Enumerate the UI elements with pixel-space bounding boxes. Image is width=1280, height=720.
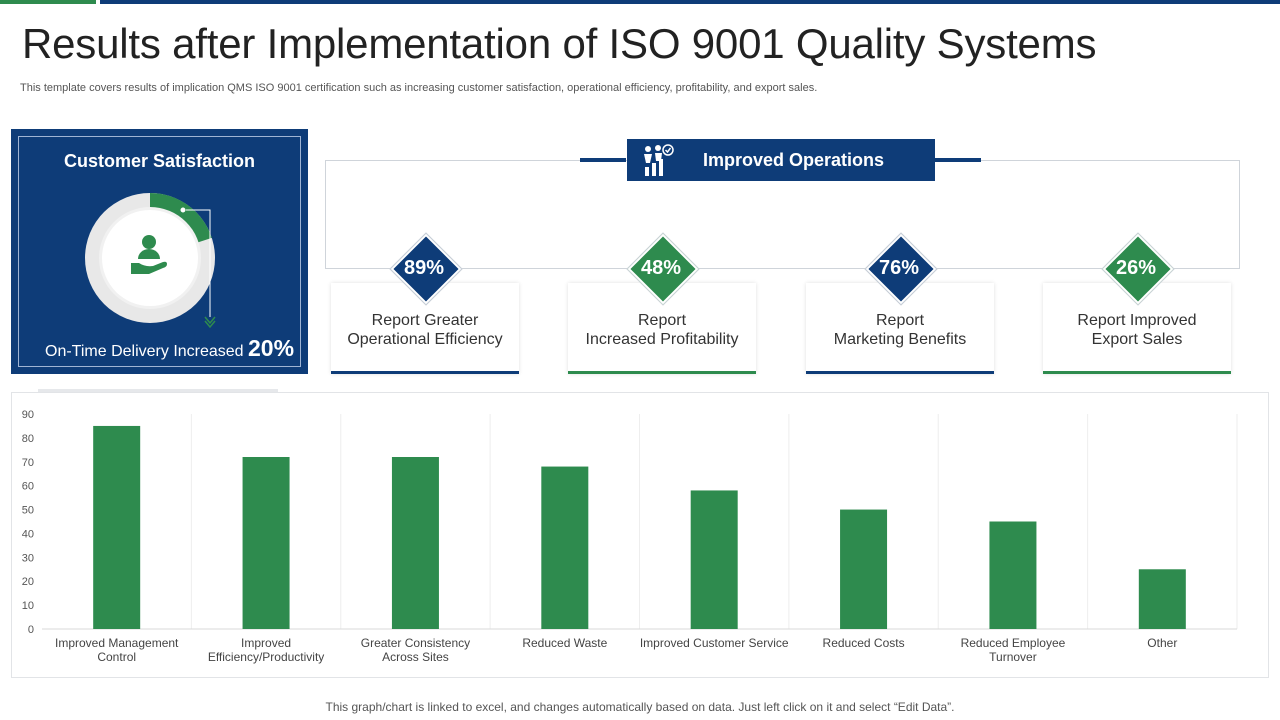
x-tick-label: Reduced Waste <box>522 636 607 650</box>
x-tick-label: Improved Management Control <box>55 636 179 664</box>
operations-title: Improved Operations <box>703 150 885 170</box>
bar <box>541 466 589 629</box>
customer-satisfaction-panel: Customer Satisfaction On-Time Delivery I… <box>11 129 308 374</box>
chart-frame: 0 10 20 30 40 50 60 70 80 90 Improved Management Co… <box>11 392 1269 678</box>
bar <box>989 521 1037 629</box>
people-chart-icon <box>644 144 674 176</box>
card-underline <box>568 371 756 374</box>
card-underline <box>806 371 994 374</box>
chart-tab <box>38 389 278 394</box>
bar <box>690 490 738 629</box>
operations-rule-right <box>935 158 981 162</box>
card-label: Report Improved Export Sales <box>1077 312 1197 348</box>
card-value: 48% <box>640 257 682 279</box>
bar-chart[interactable]: 0 10 20 30 40 50 60 70 80 90 Improved Management Co… <box>12 393 1268 677</box>
bar <box>391 457 439 629</box>
customer-satisfaction-inner: Customer Satisfaction On-Time Delivery I… <box>18 136 301 367</box>
x-tick-label: Reduced Costs <box>823 636 905 650</box>
chevron-down-icon <box>204 320 216 329</box>
x-tick-label: Reduced Employee Turnover <box>961 636 1066 664</box>
delivery-metric-value: 20% <box>248 335 295 361</box>
y-tick-label: 80 <box>22 433 34 445</box>
operations-rule-left <box>580 158 626 162</box>
accent-bar-blue <box>100 0 1280 4</box>
bar <box>93 425 141 629</box>
x-tick-label: Improved Efficiency/Productivity <box>208 636 325 664</box>
x-tick-label: Other <box>1147 636 1177 650</box>
card-value: 76% <box>878 257 920 279</box>
card-underline <box>1043 371 1231 374</box>
y-tick-label: 30 <box>22 552 34 564</box>
x-tick-label: Greater Consistency Across Sites <box>361 636 470 664</box>
customer-satisfaction-title: Customer Satisfaction <box>63 151 256 171</box>
y-tick-label: 50 <box>22 505 34 517</box>
x-tick-label: Improved Customer Service <box>640 636 789 650</box>
card-label: Report Marketing Benefits <box>833 312 967 348</box>
card-value: 89% <box>403 257 445 279</box>
y-tick-label: 10 <box>22 600 34 612</box>
page-subtitle: This template covers results of implicat… <box>20 82 818 94</box>
y-tick-label: 0 <box>28 624 34 636</box>
y-tick-label: 70 <box>22 457 34 469</box>
delivery-donut-chart <box>85 193 216 329</box>
card-label: Report Increased Profitability <box>585 312 739 348</box>
bar <box>1138 569 1186 629</box>
operations-header: Improved Operations <box>627 139 935 181</box>
bar <box>242 457 290 629</box>
card-label: Report Greater Operational Efficiency <box>347 312 503 348</box>
callout-dot <box>179 206 187 214</box>
y-tick-label: 20 <box>22 576 34 588</box>
accent-bar-green <box>0 0 96 4</box>
y-tick-label: 40 <box>22 528 34 540</box>
delivery-metric-label: On-Time Delivery Increased <box>45 343 244 360</box>
footnote: This graph/chart is linked to excel, and… <box>325 700 955 714</box>
bar <box>840 509 888 629</box>
card-underline <box>331 371 519 374</box>
y-tick-label: 90 <box>22 409 34 421</box>
page-title: Results after Implementation of ISO 9001… <box>22 20 1097 67</box>
callout-line <box>186 209 211 317</box>
y-tick-label: 60 <box>22 481 34 493</box>
person-hand-icon <box>131 235 167 274</box>
chevron-down-icon <box>204 316 216 325</box>
card-value: 26% <box>1115 257 1157 279</box>
